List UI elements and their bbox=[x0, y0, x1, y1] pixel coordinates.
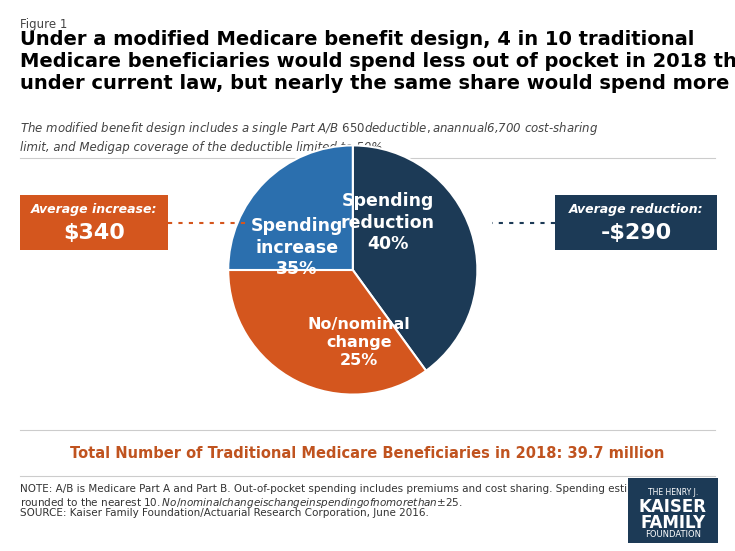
Text: NOTE: A/B is Medicare Part A and Part B. Out-of-pocket spending includes premium: NOTE: A/B is Medicare Part A and Part B.… bbox=[20, 484, 680, 494]
Text: THE HENRY J.: THE HENRY J. bbox=[648, 488, 698, 497]
Wedge shape bbox=[353, 145, 477, 371]
FancyBboxPatch shape bbox=[20, 195, 168, 250]
Text: Under a modified Medicare benefit design, 4 in 10 traditional
Medicare beneficia: Under a modified Medicare benefit design… bbox=[20, 30, 735, 93]
Text: The modified benefit design includes a single Part A/B $650 deductible, an annua: The modified benefit design includes a s… bbox=[20, 120, 598, 154]
Wedge shape bbox=[229, 145, 353, 270]
Text: Spending
reduction
40%: Spending reduction 40% bbox=[341, 192, 434, 253]
Text: Average increase:: Average increase: bbox=[31, 203, 157, 215]
Text: $340: $340 bbox=[63, 223, 125, 243]
Text: Total Number of Traditional Medicare Beneficiaries in 2018: 39.7 million: Total Number of Traditional Medicare Ben… bbox=[71, 446, 664, 461]
Text: Spending
increase
35%: Spending increase 35% bbox=[251, 217, 343, 278]
Text: SOURCE: Kaiser Family Foundation/Actuarial Research Corporation, June 2016.: SOURCE: Kaiser Family Foundation/Actuari… bbox=[20, 508, 429, 518]
FancyBboxPatch shape bbox=[628, 478, 718, 543]
FancyBboxPatch shape bbox=[555, 195, 717, 250]
Text: KAISER: KAISER bbox=[639, 498, 707, 516]
Text: Average reduction:: Average reduction: bbox=[569, 203, 703, 215]
Text: FAMILY: FAMILY bbox=[640, 514, 706, 532]
Text: No/nominal
change
25%: No/nominal change 25% bbox=[308, 317, 410, 368]
Text: FOUNDATION: FOUNDATION bbox=[645, 530, 701, 539]
Wedge shape bbox=[229, 270, 426, 395]
Text: -$290: -$290 bbox=[600, 223, 672, 243]
Text: Figure 1: Figure 1 bbox=[20, 18, 68, 31]
Text: rounded to the nearest $10. No/nominal change is change in spending of no more t: rounded to the nearest $10. No/nominal c… bbox=[20, 496, 462, 510]
